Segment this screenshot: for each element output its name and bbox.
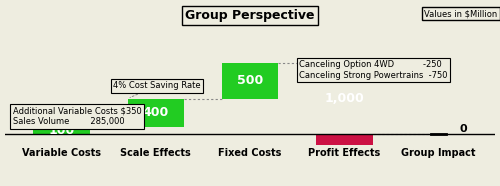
Text: 500: 500 xyxy=(237,74,263,87)
Text: 100: 100 xyxy=(48,124,74,137)
Bar xyxy=(128,99,184,127)
Text: Additional Variable Costs $350
Sales Volume        285,000: Additional Variable Costs $350 Sales Vol… xyxy=(12,107,141,126)
Bar xyxy=(34,127,90,134)
Text: 1,000: 1,000 xyxy=(324,92,364,105)
Text: 4% Cost Saving Rate: 4% Cost Saving Rate xyxy=(114,81,201,97)
Bar xyxy=(222,63,278,99)
Text: 400: 400 xyxy=(142,106,169,119)
Text: Group Perspective: Group Perspective xyxy=(185,9,315,22)
Text: Canceling Option 4WD           -250
Canceling Strong Powertrains  -750: Canceling Option 4WD -250 Canceling Stro… xyxy=(299,60,448,80)
Text: Values in $Million: Values in $Million xyxy=(424,9,498,18)
Bar xyxy=(316,134,372,186)
Text: 0: 0 xyxy=(459,124,467,134)
